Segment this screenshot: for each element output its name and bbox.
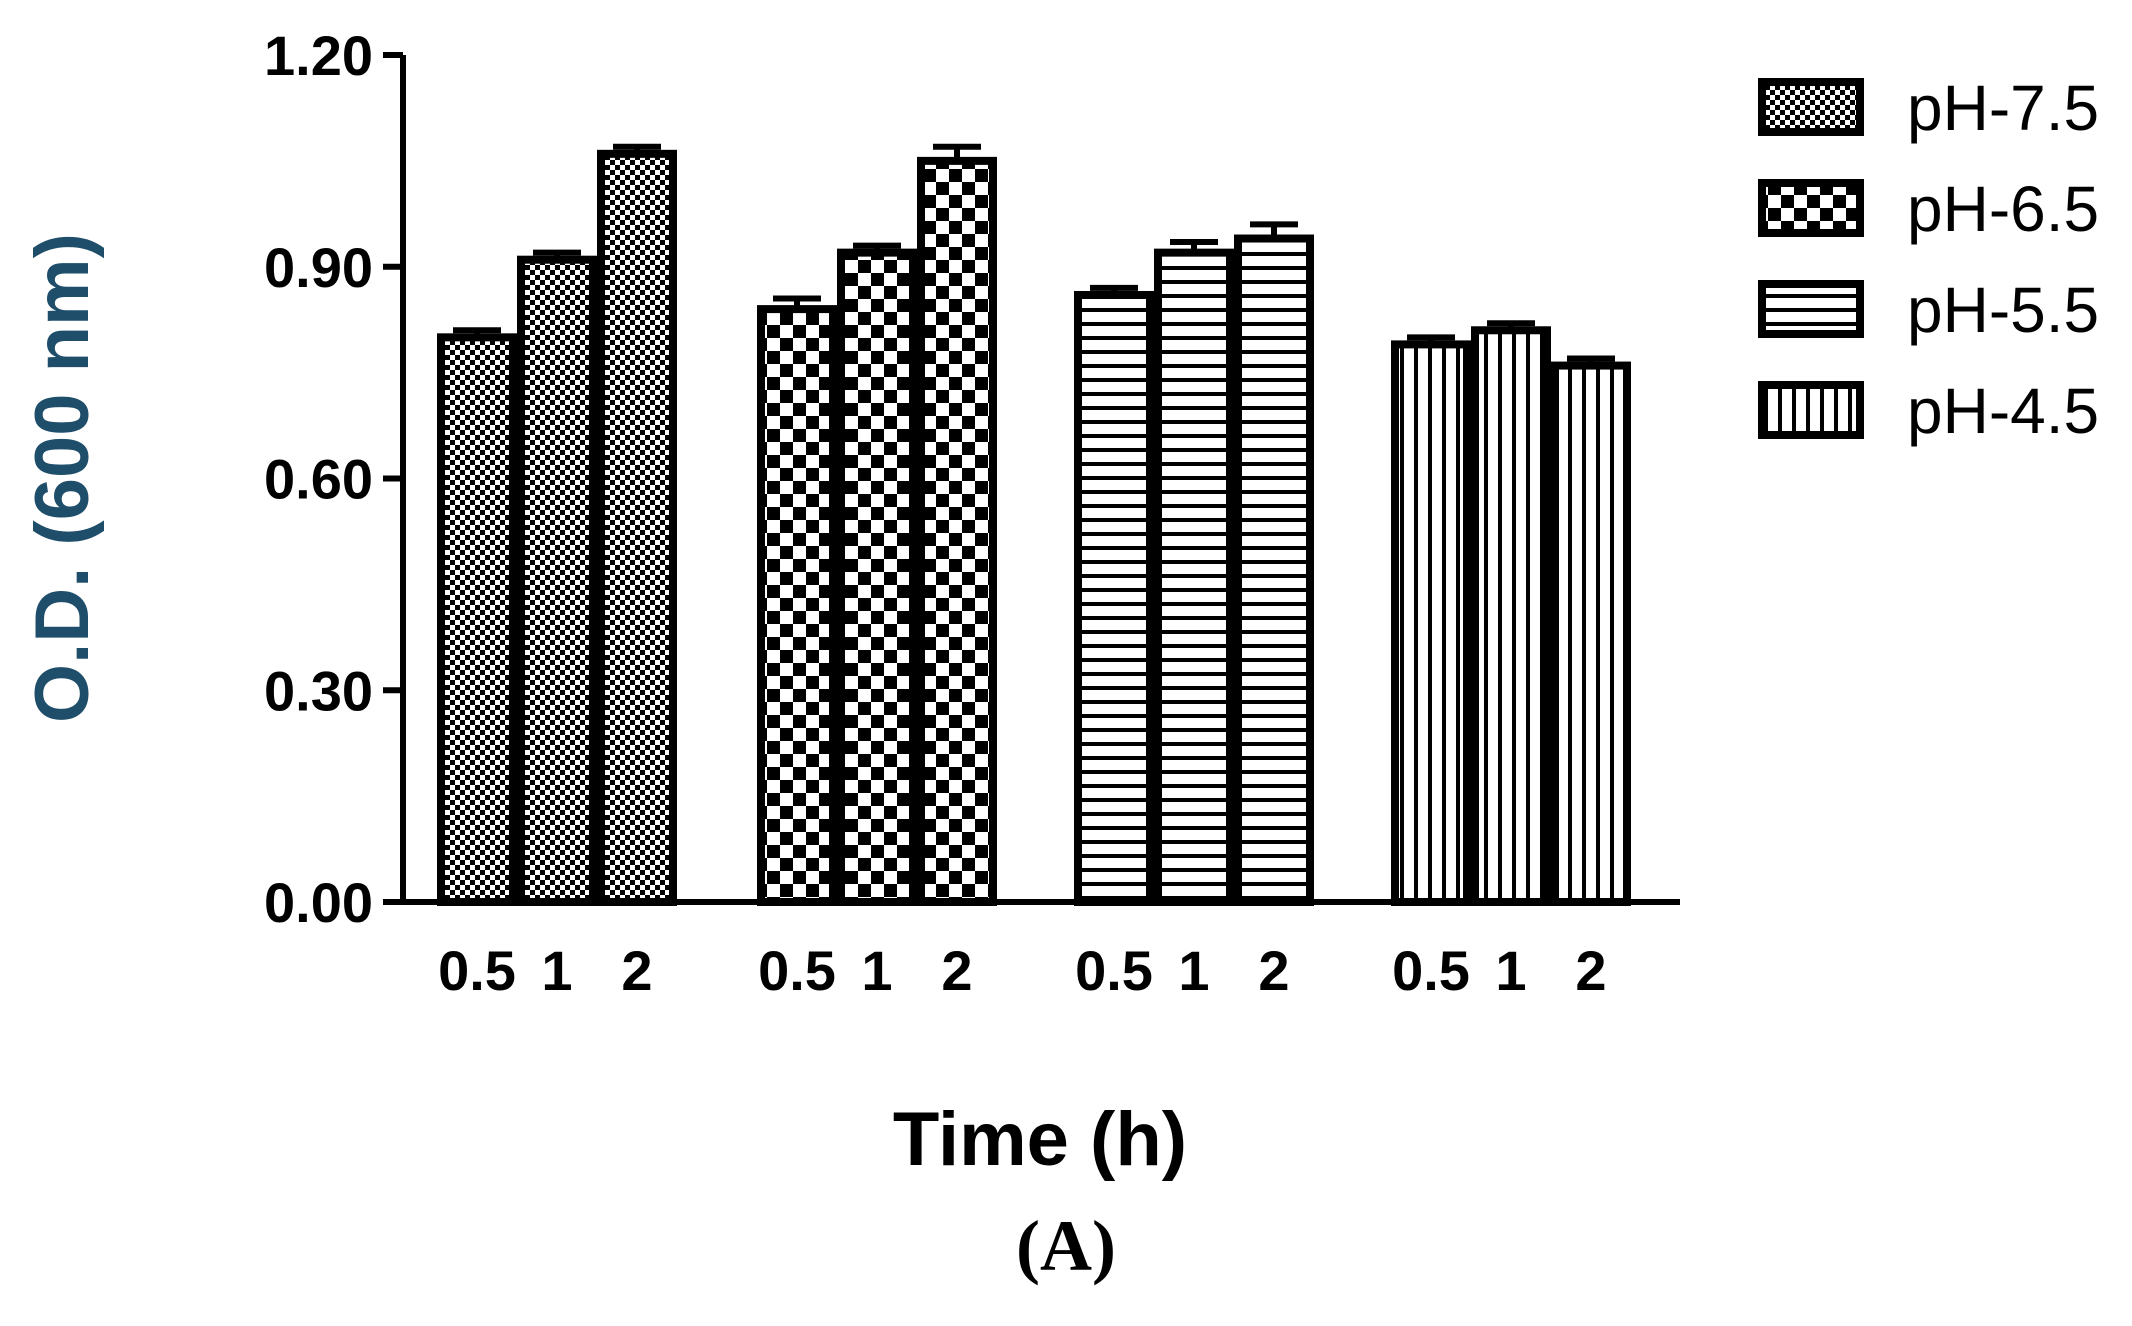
x-tick-label: 1 <box>541 939 572 1002</box>
legend-swatch <box>1758 381 1864 439</box>
legend-swatch <box>1758 78 1864 136</box>
x-tick-label: 0.5 <box>1075 939 1153 1002</box>
bar <box>1154 248 1234 906</box>
x-tick-label: 2 <box>621 939 652 1002</box>
legend-swatch <box>1758 179 1864 237</box>
x-tick-label: 0.5 <box>1392 939 1470 1002</box>
bar <box>517 255 597 907</box>
legend-label: pH-7.5 <box>1907 72 2099 144</box>
bar <box>1391 340 1471 906</box>
legend-label: pH-6.5 <box>1907 173 2099 245</box>
x-tick-label: 1 <box>861 939 892 1002</box>
bar <box>1471 326 1551 906</box>
legend: pH-7.5 pH-6.5 pH-5.5 pH-4.5 <box>1758 72 2099 447</box>
x-tick-label: 1 <box>1495 939 1526 1002</box>
x-tick-label: 2 <box>941 939 972 1002</box>
panel-label: (A) <box>1016 1206 1116 1286</box>
bar <box>917 156 997 906</box>
y-tick-label: 0.90 <box>264 236 373 299</box>
bar <box>837 248 917 906</box>
y-tick-label: 0.60 <box>264 448 373 511</box>
bar-group-pH-6.5 <box>757 143 997 907</box>
x-tick-label: 0.5 <box>438 939 516 1002</box>
legend-label: pH-4.5 <box>1907 375 2099 447</box>
y-axis-title: O.D. (600 nm) <box>20 233 105 723</box>
bar <box>1551 361 1631 907</box>
bar-group-pH-4.5 <box>1391 320 1631 907</box>
legend-swatch <box>1758 280 1864 338</box>
bar <box>437 333 517 907</box>
bar <box>1074 290 1154 906</box>
x-axis-title: Time (h) <box>893 1097 1187 1182</box>
x-tick-label: 2 <box>1258 939 1289 1002</box>
y-tick-label: 0.30 <box>264 659 373 722</box>
bar <box>757 305 837 907</box>
x-tick-label: 0.5 <box>758 939 836 1002</box>
legend-label: pH-5.5 <box>1907 274 2099 346</box>
bar <box>597 149 677 907</box>
bar-group-pH-7.5 <box>437 143 677 907</box>
plot-area <box>437 143 1631 907</box>
y-tick-label: 1.20 <box>264 24 373 87</box>
bar <box>1234 234 1314 906</box>
x-axis-ticks: 0.5 1 2 0.5 1 2 0.5 1 2 0.5 1 2 <box>438 939 1607 1002</box>
x-tick-label: 1 <box>1178 939 1209 1002</box>
bar-group-pH-5.5 <box>1074 221 1314 906</box>
x-tick-label: 2 <box>1575 939 1606 1002</box>
y-tick-label: 0.00 <box>264 871 373 934</box>
y-axis-ticks: 0.00 0.30 0.60 0.90 1.20 <box>264 24 403 934</box>
